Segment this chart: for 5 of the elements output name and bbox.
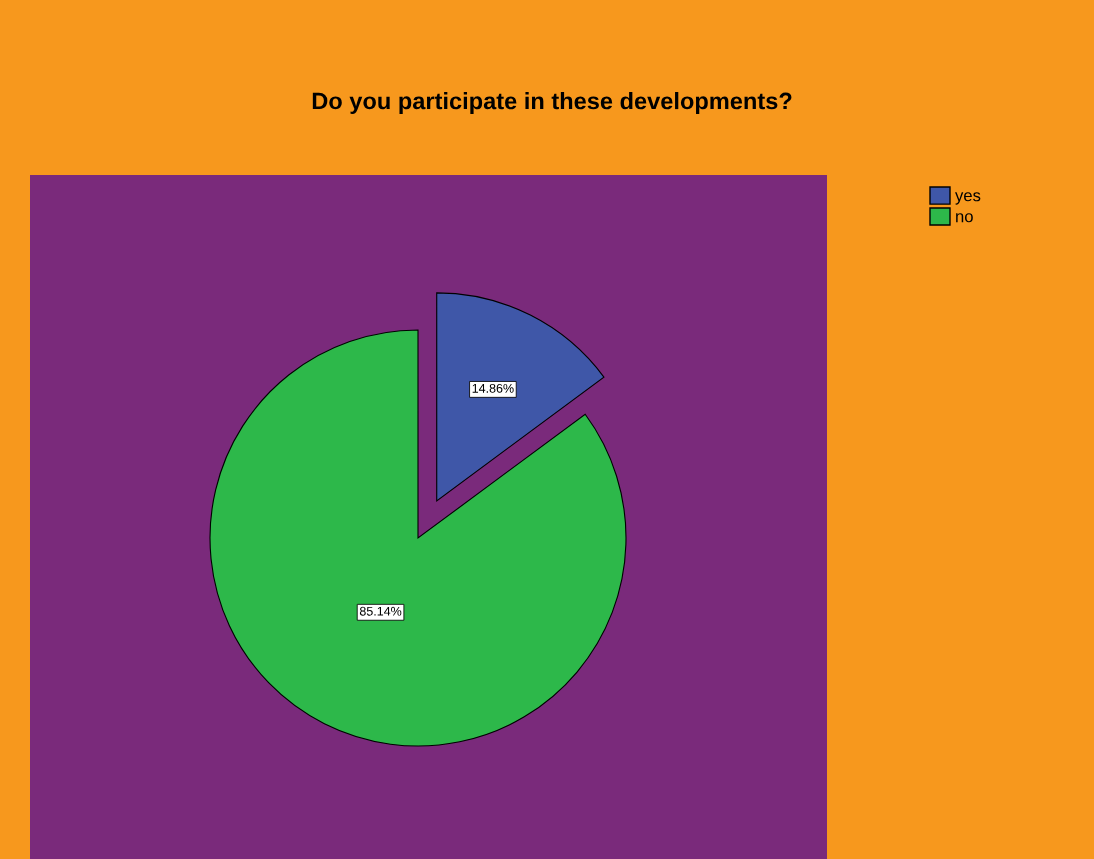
data-label: 85.14% [359,606,402,616]
legend-label: no [956,213,973,223]
data-label: 14.86% [472,383,514,393]
legend-label: yes [955,192,981,205]
chart-title: Do you participate in these developments? [312,92,792,115]
